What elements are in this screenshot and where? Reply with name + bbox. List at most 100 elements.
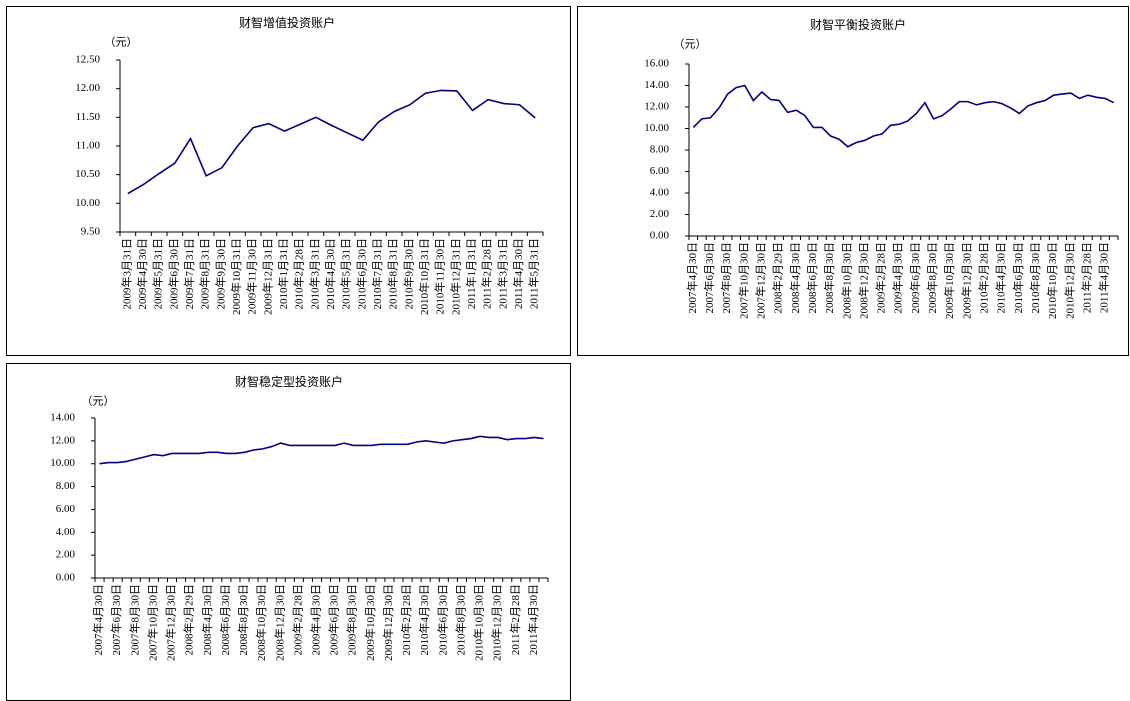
data-line [99,435,544,465]
x-tick-label: 2011年4月30日 [511,238,525,309]
chart-frame [6,6,571,356]
x-tick-label: 2009年12月30日 [381,584,395,661]
x-tick-label: 2010年2月28日 [292,238,306,310]
x-tick-label: 2010年2月28日 [977,242,991,314]
y-tick-label: 0.00 [56,572,76,584]
y-unit-label: （元） [105,36,138,49]
x-tick-label: 2011年3月31日 [495,238,509,309]
y-tick-label: 11.00 [76,140,101,152]
y-tick-label: 14.00 [50,412,75,424]
y-tick-label: 12.00 [50,434,75,446]
x-tick-label: 2009年12月31日 [260,238,274,315]
x-tick-label: 2010年12月30日 [1062,242,1076,319]
x-tick-label: 2008年4月30日 [788,242,802,314]
y-unit-label: （元） [82,395,115,408]
y-tick-label: 14.00 [644,79,669,91]
y-tick-label: 10.00 [50,457,75,469]
x-tick-label: 2009年11月30日 [245,238,259,315]
x-tick-label: 2007年8月30日 [719,242,733,314]
x-tick-label: 2010年7月31日 [370,238,384,310]
x-tick-label: 2008年4月30日 [200,584,214,656]
x-tick-label: 2007年10月30日 [736,242,750,319]
y-tick-label: 6.00 [650,165,670,177]
y-tick-label: 12.50 [75,54,100,66]
x-tick-label: 2010年2月28日 [399,584,413,656]
y-tick-label: 0.00 [650,230,670,242]
x-tick-label: 2011年2月28日 [1080,242,1094,313]
x-tick-label: 2008年2月29日 [771,242,785,314]
x-tick-label: 2009年10月31日 [229,238,243,315]
y-tick-label: 4.00 [650,187,670,199]
x-tick-label: 2009年5月31日 [151,238,165,310]
y-tick-label: 6.00 [56,503,76,515]
x-tick-label: 2010年12月31日 [448,238,462,315]
x-tick-label: 2010年6月30日 [1011,242,1025,314]
y-tick-label: 11.50 [76,111,101,123]
x-tick-label: 2010年8月30日 [453,584,467,656]
x-tick-label: 2011年4月30日 [526,584,540,655]
y-tick-label: 12.00 [75,82,100,94]
x-tick-label: 2008年12月30日 [856,242,870,319]
x-tick-label: 2009年2月28日 [290,584,304,656]
x-tick-label: 2009年12月30日 [959,242,973,319]
x-tick-label: 2009年9月30日 [213,238,227,310]
x-tick-label: 2010年9月30日 [401,238,415,310]
x-tick-label: 2010年4月30日 [417,584,431,656]
x-tick-label: 2007年4月30日 [91,584,105,656]
x-tick-label: 2010年5月31日 [339,238,353,310]
x-tick-label: 2008年8月30日 [236,584,250,656]
x-tick-label: 2011年1月31日 [464,238,478,309]
x-tick-label: 2008年12月30日 [272,584,286,661]
y-tick-label: 4.00 [56,526,76,538]
x-tick-label: 2010年10月30日 [1045,242,1059,319]
x-tick-label: 2009年4月30日 [891,242,905,314]
chart-title: 财智增值投资账户 [239,15,335,30]
y-tick-label: 12.00 [644,101,669,113]
x-tick-label: 2009年6月30日 [166,238,180,310]
x-tick-label: 2009年4月30日 [135,238,149,310]
x-tick-label: 2009年10月30日 [363,584,377,661]
y-tick-label: 10.50 [75,168,100,180]
x-tick-label: 2009年10月30日 [942,242,956,319]
x-tick-label: 2009年8月31日 [198,238,212,309]
x-tick-label: 2007年8月30日 [127,584,141,656]
x-tick-label: 2011年2月28日 [508,584,522,655]
x-tick-label: 2008年6月30日 [805,242,819,314]
y-tick-label: 8.00 [56,480,76,492]
x-tick-label: 2011年4月30日 [1097,242,1111,313]
x-tick-label: 2009年3月31日 [119,238,133,310]
y-tick-label: 16.00 [644,58,669,70]
x-tick-label: 2007年6月30日 [109,584,123,656]
y-tick-label: 10.00 [644,122,669,134]
y-unit-label: （元） [674,38,707,51]
x-tick-label: 2010年10月31日 [417,238,431,315]
x-tick-label: 2007年12月30日 [753,242,767,319]
x-tick-label: 2010年10月30日 [472,584,486,661]
x-tick-label: 2011年5月31日 [527,238,541,309]
x-tick-label: 2010年12月30日 [490,584,504,661]
chart-title: 财智平衡投资账户 [810,17,906,32]
chart-title: 财智稳定型投资账户 [235,374,343,389]
x-tick-label: 2010年6月30日 [354,238,368,310]
x-tick-label: 2008年2月29日 [182,584,196,656]
x-tick-label: 2007年6月30日 [702,242,716,314]
x-tick-label: 2008年8月30日 [822,242,836,314]
x-tick-label: 2010年6月30日 [435,584,449,656]
y-tick-label: 2.00 [56,549,76,561]
data-line [692,84,1115,148]
y-tick-label: 2.00 [650,208,670,220]
x-tick-label: 2010年4月30日 [994,242,1008,314]
x-tick-label: 2009年7月31日 [182,238,196,310]
x-tick-label: 2007年12月30日 [164,584,178,661]
x-tick-label: 2010年4月30日 [323,238,337,310]
x-tick-label: 2009年6月30日 [327,584,341,656]
x-tick-label: 2009年2月28日 [874,242,888,314]
data-line [127,89,536,195]
x-tick-label: 2008年10月30日 [839,242,853,319]
x-tick-label: 2010年3月31日 [307,238,321,310]
x-tick-label: 2010年1月31日 [276,238,290,310]
chart-frame [577,6,1129,356]
y-tick-label: 10.00 [75,197,100,209]
x-tick-label: 2010年8月30日 [1028,242,1042,314]
